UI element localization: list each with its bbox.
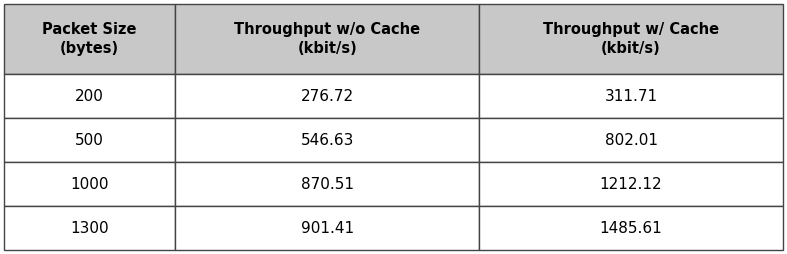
Bar [176,4,479,74]
Text: 276.72: 276.72 [301,89,354,104]
Text: 1000: 1000 [71,177,109,192]
Bar [479,206,783,250]
Text: 901.41: 901.41 [301,220,354,235]
Text: 500: 500 [76,133,104,148]
Text: Packet Size
(bytes): Packet Size (bytes) [42,22,137,56]
Text: 311.71: 311.71 [604,89,658,104]
Bar [4,4,176,74]
Text: 1485.61: 1485.61 [600,220,663,235]
Text: 1212.12: 1212.12 [600,177,663,192]
Bar [479,74,783,118]
Bar [4,118,176,162]
Bar [4,74,176,118]
Text: 1300: 1300 [70,220,109,235]
Bar [479,4,783,74]
Bar [4,206,176,250]
Text: Throughput w/o Cache
(kbit/s): Throughput w/o Cache (kbit/s) [235,22,420,56]
Text: 870.51: 870.51 [301,177,354,192]
Bar [479,162,783,206]
Text: Throughput w/ Cache
(kbit/s): Throughput w/ Cache (kbit/s) [543,22,719,56]
Bar [176,74,479,118]
Bar [176,118,479,162]
Bar [176,206,479,250]
Text: 802.01: 802.01 [604,133,658,148]
Text: 200: 200 [76,89,104,104]
Bar [176,162,479,206]
Bar [4,162,176,206]
Bar [479,118,783,162]
Text: 546.63: 546.63 [301,133,354,148]
